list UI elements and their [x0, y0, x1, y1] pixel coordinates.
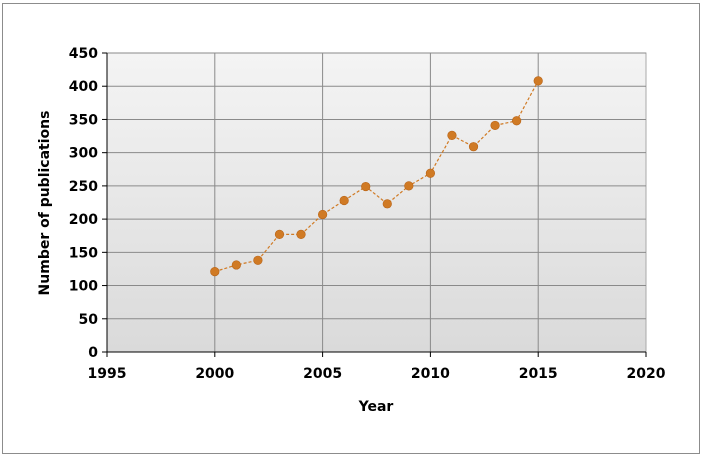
publications-chart: 0 50 100 150 200 250 300 350 400 450 1995 2000 2005 2…: [37, 46, 666, 415]
data-point: [425, 168, 436, 178]
y-tick-label: 300: [69, 146, 98, 162]
data-point: [512, 116, 522, 126]
data-point: [447, 130, 457, 140]
x-tick-label: 2005: [303, 366, 342, 382]
y-tick-label: 150: [69, 245, 98, 261]
x-tick-label: 1995: [88, 366, 127, 382]
axes: [102, 52, 647, 357]
y-tick-label: 450: [69, 46, 98, 62]
x-tick-label: 2000: [195, 366, 234, 382]
data-point: [210, 267, 220, 277]
data-point: [533, 76, 543, 86]
plot-area: [106, 52, 647, 353]
y-tick-label: 0: [88, 345, 98, 361]
data-point: [296, 229, 306, 239]
data-point: [468, 142, 479, 152]
data-point: [361, 181, 371, 192]
grid-lines: [107, 52, 646, 352]
x-tick-label: 2010: [411, 366, 450, 382]
data-point: [318, 209, 328, 220]
x-tick-label: 2015: [519, 366, 558, 382]
y-tick-label: 350: [69, 112, 98, 128]
y-tick-label: 400: [69, 79, 98, 95]
series-line: [214, 80, 539, 273]
data-point: [253, 255, 263, 265]
x-tick-label: 2020: [627, 366, 666, 382]
tick-labels: 0 50 100 150 200 250 300 350 400 450 1995 2000 2005 2…: [69, 46, 666, 382]
y-axis-title: Number of publications: [37, 111, 53, 296]
y-tick-label: 100: [69, 279, 98, 295]
data-point: [231, 260, 241, 270]
data-point: [382, 199, 392, 209]
y-tick-label: 200: [69, 212, 98, 228]
y-tick-label: 250: [69, 179, 98, 195]
data-point: [490, 120, 500, 131]
data-point: [339, 195, 349, 206]
y-tick-label: 50: [79, 312, 99, 328]
x-axis-title: Year: [358, 399, 394, 415]
data-point: [274, 229, 285, 239]
data-point: [404, 181, 414, 191]
chart-frame: 0 50 100 150 200 250 300 350 400 450 1995 2000 2005 2…: [2, 3, 700, 454]
data-series: [210, 76, 543, 277]
